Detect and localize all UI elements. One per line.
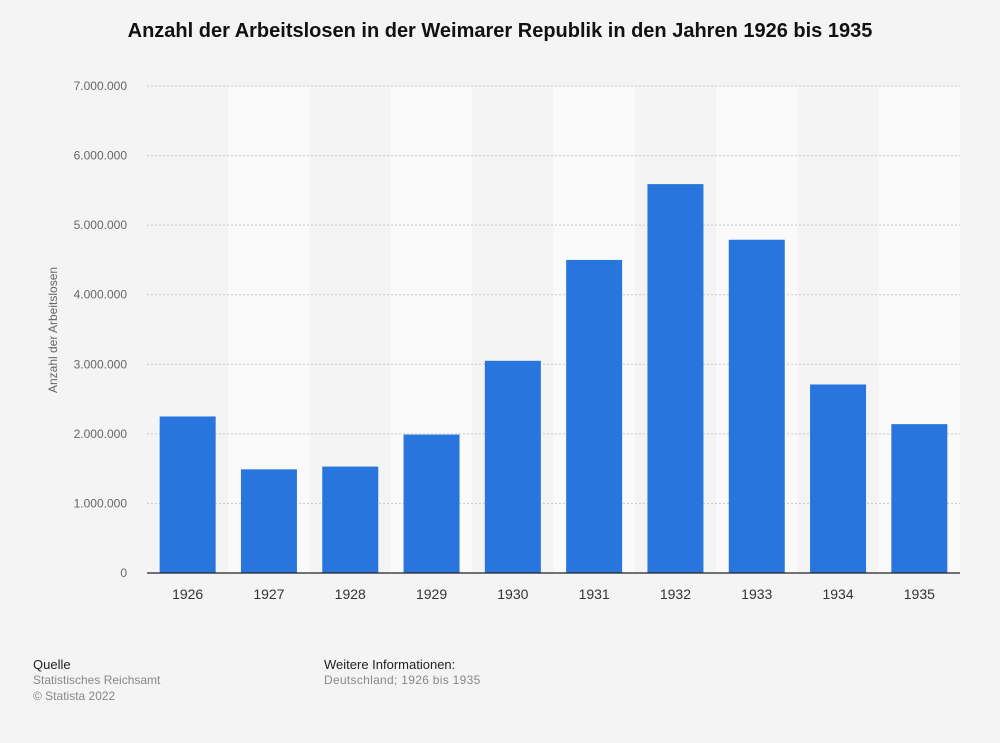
bar-1933[interactable]	[728, 239, 785, 573]
info-heading: Weitere Informationen:	[324, 657, 456, 672]
y-axis-ticks: 0 1.000.000 2.000.000 3.000.000 4.000.000 5.0…	[74, 79, 128, 580]
info-block: Weitere Informationen: Deutschland; 1926…	[324, 657, 481, 688]
source-block: Quelle Statistisches Reichsamt © Statist…	[33, 657, 160, 704]
bar-1928[interactable]	[322, 466, 379, 573]
chart-title: Anzahl der Arbeitslosen in der Weimarer …	[127, 20, 873, 42]
source-line: Statistisches Reichsamt	[33, 673, 161, 687]
y-tick-label: 3.000.000	[74, 357, 128, 371]
y-tick-label: 2.000.000	[74, 427, 128, 441]
x-tick-label: 1935	[904, 586, 935, 602]
x-tick-label: 1932	[660, 586, 691, 602]
bar-1935[interactable]	[891, 424, 948, 573]
y-tick-label: 5.000.000	[74, 218, 128, 232]
x-tick-label: 1926	[172, 586, 203, 602]
bars	[159, 184, 948, 574]
x-tick-label: 1934	[822, 586, 853, 602]
info-text: Deutschland; 1926 bis 1935	[324, 673, 481, 687]
source-heading: Quelle	[33, 657, 71, 672]
x-axis-ticks: 1926 1927 1928 1929 1930 1931 1932 1933 1934 1935	[172, 586, 935, 602]
y-axis-label: Anzahl der Arbeitslosen	[46, 267, 60, 393]
bar-1926[interactable]	[159, 416, 216, 573]
x-tick-label: 1928	[335, 586, 366, 602]
x-tick-label: 1931	[579, 586, 610, 602]
x-tick-label: 1927	[253, 586, 284, 602]
bar-1934[interactable]	[810, 384, 867, 573]
x-tick-label: 1933	[741, 586, 772, 602]
y-tick-label: 0	[120, 566, 127, 580]
bar-1927[interactable]	[240, 469, 297, 573]
y-tick-label: 1.000.000	[74, 496, 128, 510]
bar-1932[interactable]	[647, 184, 704, 574]
y-tick-label: 7.000.000	[74, 79, 128, 93]
bar-1929[interactable]	[403, 434, 460, 573]
y-tick-label: 6.000.000	[74, 149, 128, 163]
bar-1931[interactable]	[566, 259, 623, 573]
bar-1930[interactable]	[484, 360, 541, 573]
copyright-line: © Statista 2022	[33, 689, 116, 703]
bar-chart: 0 1.000.000 2.000.000 3.000.000 4.000.000 5.0…	[46, 79, 960, 602]
x-tick-label: 1929	[416, 586, 447, 602]
y-tick-label: 4.000.000	[74, 288, 128, 302]
x-tick-label: 1930	[497, 586, 528, 602]
